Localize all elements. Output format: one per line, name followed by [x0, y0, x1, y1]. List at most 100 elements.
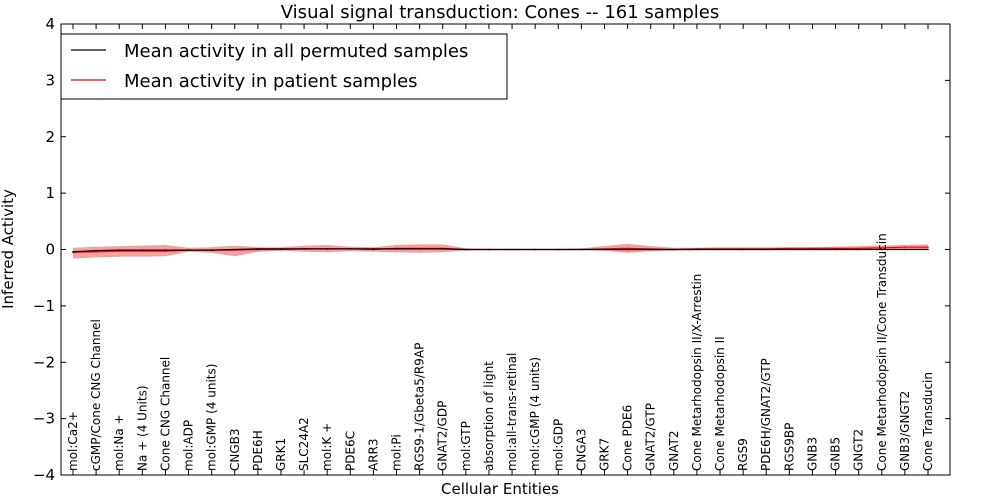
x-tick-label: CNGB3 [228, 428, 242, 471]
x-tick-label: GNB5 [829, 437, 843, 471]
data-point-s0-26 [673, 248, 675, 251]
y-tick-label: −4 [33, 466, 55, 484]
y-tick-label: 2 [45, 128, 55, 146]
x-tick-label: mol:ADP [182, 420, 196, 471]
data-point-s0-19 [511, 248, 513, 251]
x-tick-label: GNGT2 [852, 429, 866, 471]
y-tick-label: −1 [33, 297, 55, 315]
data-point-s0-31 [788, 248, 791, 251]
legend-label-patient: Mean activity in patient samples [124, 71, 418, 92]
y-tick-label: −3 [33, 410, 55, 428]
y-axis: −4 −3 −2 −1 0 1 2 3 4 [33, 15, 950, 484]
x-tick-label: mol:GTP [459, 421, 473, 471]
data-point-s0-4 [164, 249, 167, 251]
data-point-s0-17 [465, 248, 467, 251]
x-tick-label: cGMP/Cone CNG Channel [89, 319, 103, 471]
legend: Mean activity in all permuted samples Me… [60, 33, 508, 100]
data-point-s0-12 [349, 248, 352, 250]
data-point-s0-14 [395, 248, 398, 250]
data-point-s1-36 [904, 246, 906, 248]
x-tick-label: GNAT2 [667, 430, 681, 471]
x-tick-label: PDE6H/GNAT2/GTP [759, 358, 773, 471]
data-point-s1-35 [881, 247, 883, 249]
x-tick-label: mol:Pi [390, 434, 404, 471]
data-point-s1-1 [95, 251, 97, 253]
data-point-s0-28 [719, 248, 721, 251]
x-tick-label: absorption of light [482, 361, 496, 471]
x-tick-label: SLC24A2 [297, 417, 311, 471]
y-tick-label: 4 [45, 15, 55, 33]
data-point-s0-16 [441, 248, 444, 250]
data-point-s0-23 [603, 248, 606, 251]
y-tick-label: 3 [45, 71, 55, 89]
data-point-s1-2 [118, 250, 120, 252]
x-tick-label: ARR3 [366, 438, 380, 471]
data-point-s0-7 [234, 248, 236, 251]
x-tick-label: GRK1 [274, 438, 288, 471]
data-point-s0-34 [857, 248, 860, 251]
data-point-s0-32 [811, 248, 814, 251]
x-tick-label: Na + (4 Units) [135, 385, 149, 471]
series-line-0 [72, 248, 928, 253]
x-tick-label: GNAT2/GTP [644, 403, 658, 471]
data-point-s0-27 [696, 248, 698, 251]
data-point-s0-25 [649, 248, 652, 251]
x-tick-label: mol:Ca2+ [66, 411, 80, 471]
data-point-s0-35 [881, 248, 883, 251]
x-tick-label: Cone PDE6 [621, 405, 635, 471]
x-tick-label: GNB3/GNGT2 [898, 391, 912, 471]
data-point-s1-34 [857, 247, 860, 250]
data-point-s0-21 [557, 248, 560, 251]
x-tick-label: RGS9 [736, 438, 750, 471]
x-tick-label: mol:all-trans-retinal [505, 353, 519, 471]
x-tick-label: mol:K + [320, 423, 334, 471]
x-tick-label: mol:cGMP (4 units) [528, 357, 542, 471]
data-point-s0-33 [834, 248, 837, 251]
x-axis: mol:Ca2+ cGMP/Cone CNG Channel mol:Na + Na … [66, 24, 935, 475]
x-tick-label: mol:Na + [112, 414, 126, 471]
data-point-s0-8 [257, 248, 259, 250]
data-point-s0-0 [72, 251, 74, 253]
data-point-s0-20 [534, 248, 536, 251]
data-point-s0-36 [904, 248, 906, 251]
x-tick-label: Cone Metarhodopsin II [713, 336, 727, 471]
x-tick-label: CNGA3 [574, 429, 588, 472]
data-point-s1-37 [927, 246, 929, 248]
data-point-s1-4 [164, 250, 167, 252]
x-tick-label: PDE6C [343, 431, 357, 471]
patient-confidence-band [73, 243, 928, 259]
data-point-s0-3 [141, 249, 144, 251]
x-tick-label: mol:GDP [551, 419, 565, 471]
x-axis-label: Cellular Entities [441, 480, 559, 498]
data-point-s1-33 [834, 247, 837, 250]
legend-label-permuted: Mean activity in all permuted samples [124, 41, 468, 62]
x-tick-label: mol:GMP (4 units) [205, 364, 219, 471]
chart-title: Visual signal transduction: Cones -- 161… [281, 2, 719, 23]
data-point-s1-3 [141, 250, 144, 252]
data-point-s0-30 [765, 248, 767, 251]
y-axis-label: Inferred Activity [0, 189, 17, 309]
x-tick-label: Cone CNG Channel [158, 357, 172, 471]
data-point-s0-10 [303, 248, 305, 250]
data-point-s0-1 [95, 249, 97, 252]
data-point-s0-15 [418, 248, 421, 250]
y-tick-label: 1 [45, 184, 55, 202]
y-tick-label: −2 [33, 353, 55, 371]
x-tick-label: RGS9BP [782, 423, 796, 471]
data-point-s0-9 [280, 248, 282, 250]
data-point-s1-24 [626, 247, 629, 250]
x-tick-label: Cone Metarhodopsin II/Cone Transducin [875, 233, 889, 471]
data-point-s1-31 [788, 247, 791, 250]
data-point-s0-6 [210, 249, 213, 251]
x-tick-label: Cone Metarhodopsin II/X-Arrestin [690, 274, 704, 471]
x-tick-label: PDE6H [251, 430, 265, 471]
data-point-s0-22 [580, 248, 583, 251]
legend-box [60, 33, 508, 100]
data-point-s0-11 [326, 248, 329, 250]
x-tick-label: Cone Transducin [921, 372, 935, 471]
data-point-s0-18 [488, 248, 490, 251]
data-point-s0-37 [927, 248, 929, 251]
series-line-layer [72, 246, 929, 254]
x-tick-label: GNAT2/GDP [436, 401, 450, 471]
